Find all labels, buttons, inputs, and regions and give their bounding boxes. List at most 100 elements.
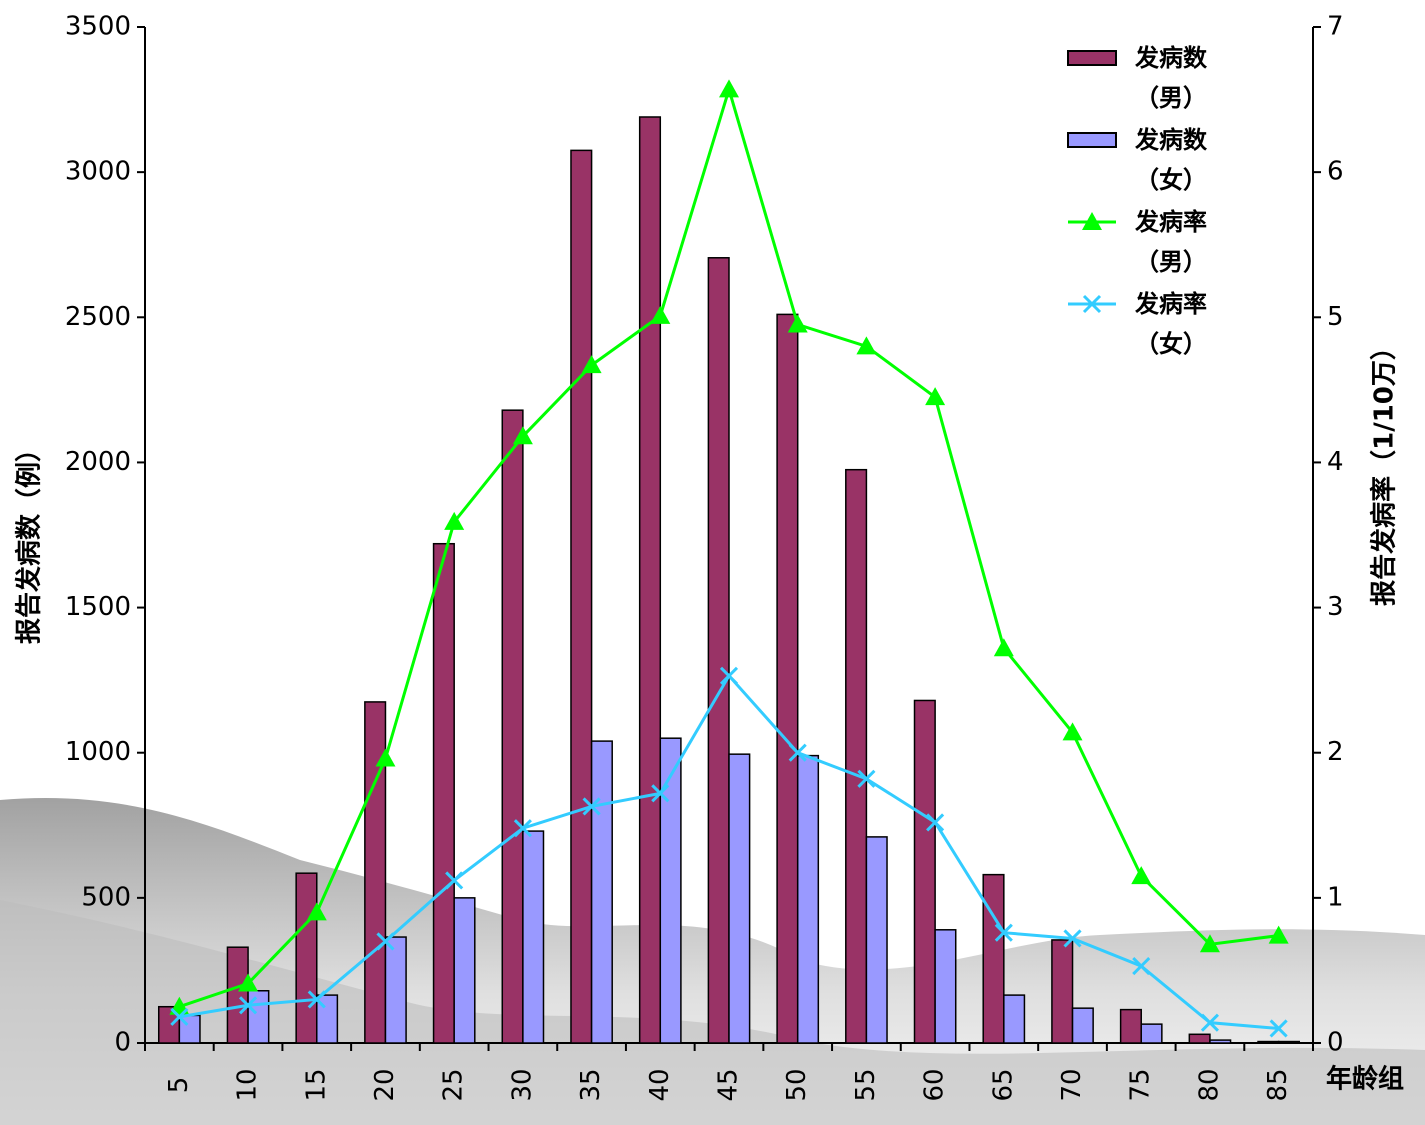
bar	[1188, 1033, 1211, 1044]
bar	[638, 116, 662, 1044]
y-tick-label: 500	[81, 882, 131, 912]
marker	[512, 426, 533, 445]
x-tick-label: 85	[1263, 1068, 1293, 1101]
bar	[845, 468, 868, 1044]
bar	[432, 542, 455, 1044]
y-tick-label: 2000	[65, 447, 131, 477]
bar	[865, 836, 888, 1044]
bar	[247, 989, 270, 1044]
marker	[375, 748, 396, 767]
y-axis-title: 报告发病数（例）	[14, 436, 45, 644]
bar	[934, 929, 957, 1044]
bar	[570, 149, 593, 1044]
bar	[982, 873, 1005, 1044]
legend-label: 发病率（男）	[1135, 208, 1207, 276]
bar	[316, 994, 339, 1044]
bar	[590, 740, 613, 1044]
x-tick-label: 35	[576, 1068, 606, 1101]
marker	[1199, 934, 1220, 953]
marker	[787, 314, 808, 333]
y-tick-label: 0	[114, 1028, 131, 1058]
y-tick-label: 3000	[65, 157, 131, 187]
bar	[1051, 939, 1074, 1044]
legend-label: 发病数（女）	[1135, 126, 1207, 194]
background-mountains	[0, 900, 1425, 1125]
x-tick-label: 75	[1126, 1068, 1156, 1101]
marker	[376, 932, 395, 951]
y-tick-label: 1000	[65, 737, 131, 767]
y2-tick-label: 1	[1327, 882, 1344, 912]
marker	[1268, 925, 1289, 944]
y-tick-label: 1500	[65, 592, 131, 622]
bar	[384, 936, 407, 1044]
marker	[1082, 294, 1102, 314]
x-tick-label: 50	[782, 1068, 812, 1101]
marker	[238, 973, 259, 992]
x-tick-label: 65	[988, 1068, 1018, 1101]
bar	[913, 699, 936, 1044]
x-tick-label: 25	[439, 1068, 469, 1101]
x-axis-title: 年龄组	[1326, 1064, 1404, 1095]
bar	[707, 257, 730, 1044]
marker	[1132, 957, 1151, 976]
bar	[364, 701, 387, 1044]
y2-tick-label: 2	[1327, 737, 1344, 767]
bar	[295, 872, 318, 1044]
marker	[307, 990, 326, 1009]
marker	[788, 743, 807, 762]
x-tick-label: 40	[645, 1068, 675, 1101]
marker	[170, 1007, 189, 1026]
marker	[1269, 1019, 1288, 1038]
marker	[651, 784, 670, 803]
x-tick-label: 70	[1057, 1068, 1087, 1101]
x-tick-label: 20	[370, 1068, 400, 1101]
bar	[776, 313, 799, 1044]
y-tick-label: 3500	[65, 12, 131, 42]
marker	[1082, 212, 1102, 230]
marker	[513, 819, 532, 838]
marker	[993, 638, 1014, 657]
y2-tick-label: 0	[1327, 1028, 1344, 1058]
marker	[444, 511, 465, 530]
bar	[728, 753, 751, 1044]
bar	[1257, 1040, 1280, 1044]
y2-tick-label: 6	[1327, 157, 1344, 187]
bar	[1209, 1039, 1232, 1044]
marker	[582, 797, 601, 816]
x-tick-label: 55	[851, 1068, 881, 1101]
y2-tick-label: 4	[1327, 447, 1344, 477]
marker	[857, 769, 876, 788]
y2-tick-label: 3	[1327, 592, 1344, 622]
bar	[501, 409, 524, 1044]
x-tick-label: 80	[1194, 1068, 1224, 1101]
marker	[719, 79, 739, 98]
y2-tick-label: 5	[1327, 302, 1344, 332]
y-tick-label: 2500	[65, 302, 131, 332]
marker	[581, 355, 602, 374]
legend-swatch	[1067, 132, 1117, 148]
bar	[1119, 1008, 1142, 1044]
bar	[453, 897, 476, 1044]
bar	[1277, 1040, 1301, 1044]
marker	[719, 666, 739, 685]
x-tick-label: 60	[920, 1068, 950, 1101]
x-tick-label: 5	[164, 1077, 194, 1094]
bar	[1140, 1023, 1163, 1044]
legend-label: 发病数（男）	[1135, 44, 1207, 112]
marker	[445, 871, 464, 890]
x-tick-label: 15	[301, 1068, 331, 1101]
marker	[1062, 722, 1083, 741]
marker	[238, 996, 258, 1015]
x-tick-label: 10	[233, 1068, 263, 1101]
marker	[926, 813, 945, 832]
y2-axis-title: 报告发病率（1/10万）	[1369, 334, 1400, 606]
y2-tick-label: 7	[1327, 12, 1344, 42]
marker	[856, 336, 877, 355]
bar	[796, 754, 820, 1044]
bar	[659, 737, 682, 1044]
bar	[1071, 1007, 1094, 1044]
x-tick-label: 45	[714, 1068, 744, 1101]
bar	[522, 830, 545, 1044]
